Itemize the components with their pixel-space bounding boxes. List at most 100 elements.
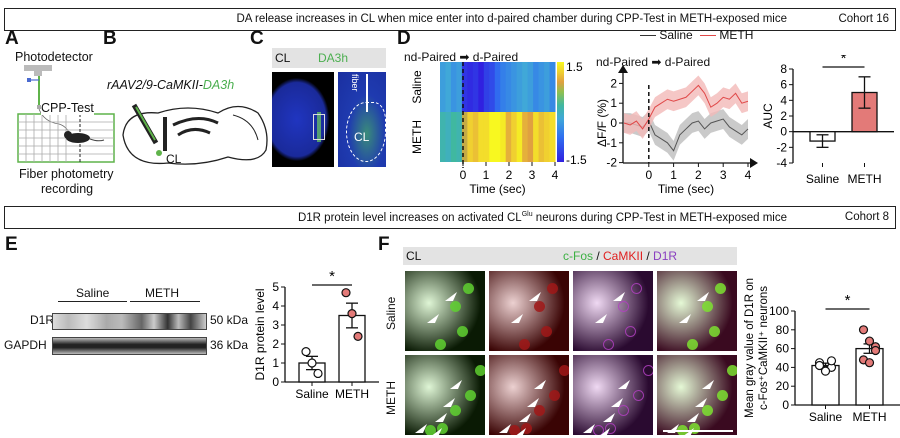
heatmap-cell	[450, 112, 457, 162]
sem-band-saline	[624, 109, 748, 161]
section-banner-da-release: DA release increases in CL when mice ent…	[4, 8, 896, 31]
heatmap-cell	[467, 112, 474, 162]
row-label-saline: Saline	[384, 296, 398, 330]
data-point	[864, 336, 875, 346]
colorbar-min-label: -1.5	[566, 153, 587, 167]
y-tick-label: 4	[780, 93, 787, 107]
trace-legend: Saline METH	[640, 28, 753, 42]
x-axis-label: Time (sec)	[469, 182, 525, 196]
arrowhead-icon	[511, 314, 523, 323]
micrograph-meth-d1r	[573, 355, 653, 435]
data-point	[307, 358, 317, 368]
heatmap-cell	[527, 62, 534, 112]
cell-body	[521, 423, 532, 434]
y-tick-label: 2	[272, 337, 279, 351]
cell-body	[618, 405, 629, 416]
heatmap-cell	[500, 112, 507, 162]
cohort-label: Cohort 8	[844, 211, 889, 223]
heatmap-cell	[456, 112, 463, 162]
heatmap-cell	[549, 112, 556, 162]
cell-body	[475, 365, 485, 376]
y-tick-label: -4	[776, 156, 787, 170]
x-tick-label: METH	[853, 410, 887, 424]
x-tick-label: 1	[483, 168, 490, 182]
y-tick-label: 6	[780, 78, 787, 92]
x-tick-label: 1	[670, 168, 677, 182]
x-tick-label: 4	[552, 168, 559, 182]
heatmap-cell	[511, 62, 518, 112]
x-tick-label: Saline	[809, 410, 843, 424]
sagittal-brain-diagram: CL	[122, 103, 268, 166]
x-tick-label: 0	[460, 168, 467, 182]
sensor-label: DA3h	[318, 51, 349, 65]
cell-body	[687, 339, 698, 350]
x-tick-label: 2	[695, 168, 702, 182]
cell-body	[519, 339, 530, 350]
arrowhead-icon	[527, 398, 539, 407]
heatmap-cell	[489, 62, 496, 112]
virus-label: rAAV2/9-CaMKII-DA3h	[107, 78, 235, 92]
auc-bar-chart: 8 64 2 0-2 -4 Saline METH * AUC	[761, 55, 894, 186]
arrowhead-icon	[445, 292, 457, 301]
arrowhead-icon	[595, 314, 607, 323]
micrograph-saline-cfos	[405, 271, 485, 351]
heatmap-cell	[511, 112, 518, 162]
arrowhead-icon	[432, 428, 442, 435]
band-size-gapdh: 36 kDa	[210, 338, 249, 352]
heatmap-cell	[494, 112, 501, 162]
micrograph-saline-d1r	[573, 271, 653, 351]
panel-label-c: C	[250, 28, 264, 49]
brain-section-image	[272, 72, 334, 167]
data-point	[301, 346, 311, 357]
cell-body	[593, 425, 604, 435]
heatmap-cell	[500, 62, 507, 112]
cell-body	[541, 326, 552, 337]
caption-line2: recording	[41, 182, 94, 196]
row-label-saline: Saline	[410, 70, 424, 104]
heatmap-cell	[527, 112, 534, 162]
x-tick-label: METH	[848, 172, 882, 186]
micrograph-saline-camkii	[489, 271, 569, 351]
transition-label-heatmap: nd-Paired ➡ d-Paired	[404, 50, 519, 64]
arrowhead-icon	[435, 413, 447, 422]
y-axis-arrow	[618, 65, 628, 73]
x-tick-label: 4	[745, 168, 752, 182]
band-size-d1r: 50 kDa	[210, 313, 249, 327]
heatmap-cell	[445, 62, 452, 112]
cell-body	[689, 423, 700, 434]
cell-body	[463, 283, 474, 294]
y-tick-label: 100	[769, 304, 789, 318]
cell-body	[709, 326, 720, 337]
y-axis-label-line2: c-Fos⁺CaMKII⁺ neurons	[758, 286, 770, 410]
cell-body	[534, 405, 545, 416]
arrowhead-icon	[697, 292, 709, 301]
x-axis-label: Time (sec)	[658, 182, 714, 196]
stain-legend: c-Fos / CaMKII / D1R	[563, 249, 678, 263]
heatmap-cell	[505, 62, 512, 112]
y-tick-label: -1	[606, 136, 617, 150]
panel-c-header: CL DA3h	[272, 48, 386, 68]
y-axis-label-line1: Mean gray value of D1R on	[744, 278, 756, 418]
x-tick-label: Saline	[806, 172, 840, 186]
heatmap-cell	[544, 112, 551, 162]
mean-line-meth	[623, 84, 749, 130]
band-label-gapdh: GAPDH	[4, 338, 47, 352]
heatmap-cell	[445, 112, 452, 162]
sem-band-meth	[624, 75, 748, 139]
cell-body	[534, 301, 545, 312]
y-tick-label: 40	[776, 360, 790, 374]
cell-body	[549, 390, 560, 401]
blot-group-saline: Saline	[76, 286, 110, 300]
arrowhead-icon	[702, 380, 714, 389]
panel-f-header: CL c-Fos / CaMKII / D1R	[403, 247, 737, 265]
cl-zoom-image: fiber CL	[338, 72, 386, 167]
heatmap-cell	[450, 62, 457, 112]
micrograph-saline-merge	[657, 271, 737, 351]
data-point	[814, 360, 825, 371]
data-point	[347, 308, 357, 319]
blot-group-meth: METH	[145, 286, 179, 300]
cell-body	[618, 301, 629, 312]
y-tick-label: 1	[272, 356, 279, 370]
caption-line1: Fiber photometry	[19, 167, 114, 181]
arrowhead-icon	[583, 424, 595, 433]
